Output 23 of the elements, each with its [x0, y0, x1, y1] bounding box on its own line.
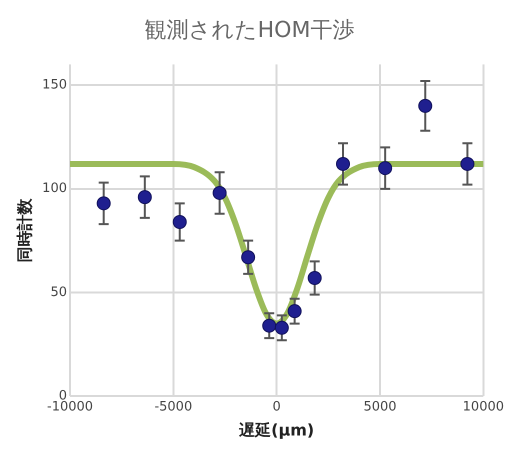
y-tick-label: 150 — [42, 78, 68, 93]
point — [138, 190, 152, 204]
chart-title: 観測されたHOM干渉 — [144, 18, 354, 43]
y-tick-label: 50 — [50, 284, 68, 300]
y-axis-title: 同時計数 — [14, 197, 34, 262]
x-tick-label: 0 — [272, 399, 281, 414]
point — [172, 215, 187, 230]
x-tick-label: 10000 — [462, 399, 504, 414]
point — [378, 161, 392, 176]
x-axis-title: 遅延(μm) — [238, 420, 314, 440]
point — [336, 156, 350, 171]
point — [460, 156, 474, 171]
x-tick-label: -5000 — [154, 399, 192, 414]
point — [308, 270, 322, 285]
point — [96, 196, 111, 210]
point — [212, 186, 227, 200]
point — [241, 250, 256, 264]
point — [262, 318, 276, 333]
x-tick-label: 5000 — [363, 399, 397, 414]
y-tick-label: 100 — [42, 181, 68, 196]
point — [288, 304, 302, 318]
point — [274, 320, 289, 335]
point — [418, 98, 432, 113]
